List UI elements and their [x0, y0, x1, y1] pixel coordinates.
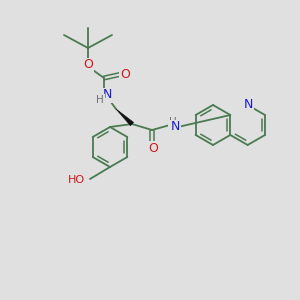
Text: O: O: [83, 58, 93, 71]
Text: N: N: [170, 121, 180, 134]
Text: HO: HO: [68, 175, 85, 185]
Text: H: H: [96, 95, 104, 105]
Text: N: N: [244, 98, 253, 110]
Text: O: O: [148, 142, 158, 154]
Text: H: H: [169, 117, 177, 127]
Text: O: O: [120, 68, 130, 80]
Text: N: N: [102, 88, 112, 101]
Polygon shape: [116, 109, 134, 126]
